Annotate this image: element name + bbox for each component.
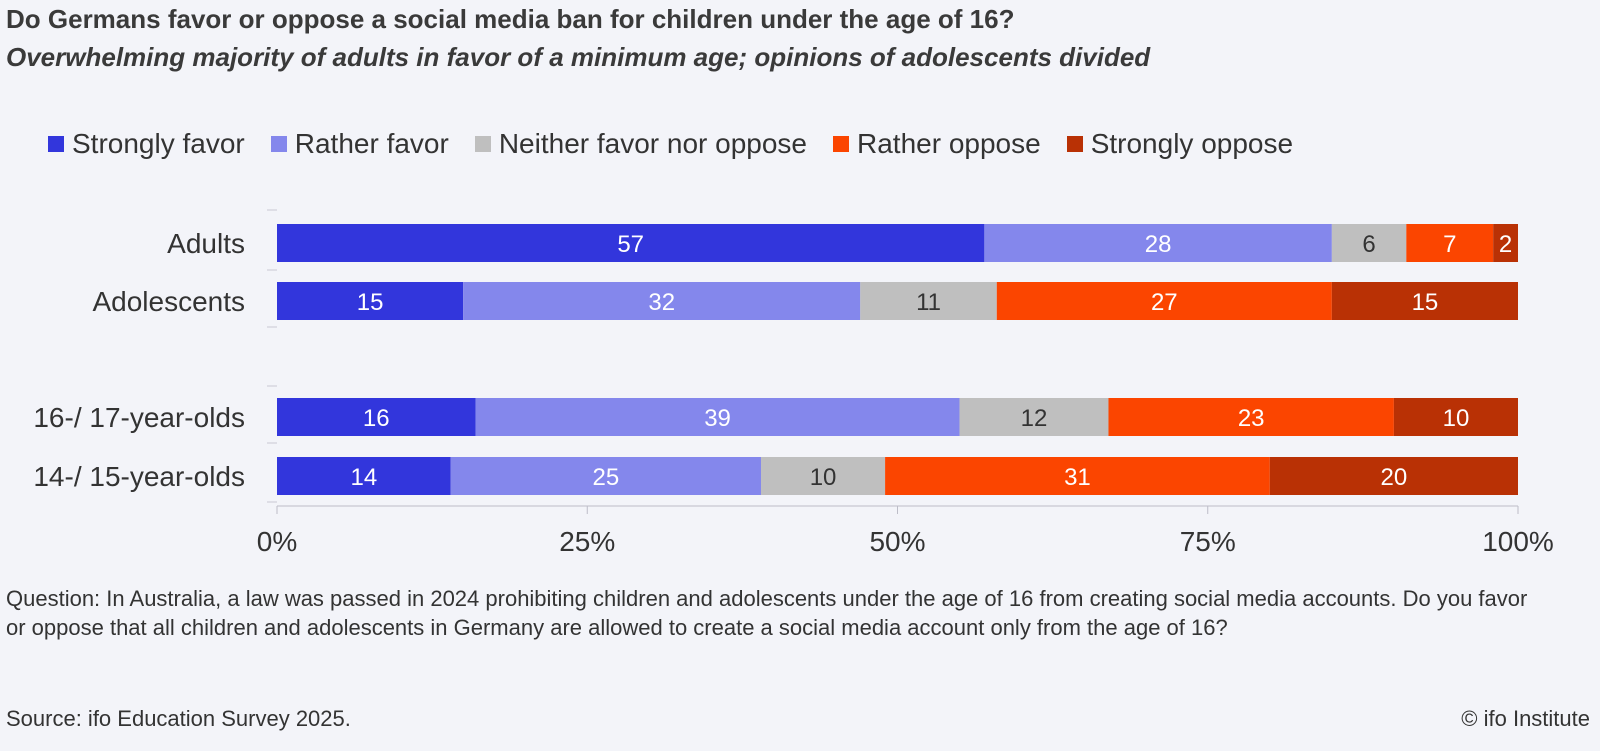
legend-item: Neither favor nor oppose xyxy=(474,128,808,160)
legend-swatch xyxy=(48,136,64,152)
bar-segment xyxy=(277,398,476,436)
legend-swatch xyxy=(1066,136,1083,152)
data-label: 15 xyxy=(357,289,384,316)
data-label: 15 xyxy=(1412,289,1439,316)
bar-segment xyxy=(1331,224,1407,262)
bar-segment xyxy=(1108,398,1394,436)
data-label: 57 xyxy=(617,231,644,258)
data-label: 10 xyxy=(1443,405,1470,432)
bar-segment xyxy=(1406,224,1494,262)
data-label: 31 xyxy=(1064,464,1091,491)
legend-swatch xyxy=(270,136,287,152)
stacked-bar-chart: Adults 57 28 6 7 2 Adolescents 15 32 11 27 15 16-/ 1… xyxy=(33,209,1554,557)
data-label: 23 xyxy=(1238,405,1265,432)
x-tick-label: 75% xyxy=(1180,526,1236,557)
x-tick-label: 50% xyxy=(869,526,925,557)
legend-item: Strongly oppose xyxy=(1066,128,1294,160)
category-label: Adults xyxy=(167,228,245,259)
data-label: 2 xyxy=(1499,231,1512,258)
bar-segment xyxy=(996,282,1332,320)
survey-question-footnote: Question: In Australia, a law was passed… xyxy=(6,586,1528,640)
bar-segment xyxy=(450,457,761,495)
bar-segment xyxy=(860,282,997,320)
legend-label: Strongly favor xyxy=(72,128,245,159)
legend-label: Strongly oppose xyxy=(1090,128,1294,159)
bar-segment xyxy=(984,224,1332,262)
bar-segment xyxy=(760,457,886,495)
legend-item: Rather favor xyxy=(270,128,449,160)
x-tick-label: 0% xyxy=(257,526,297,557)
bar-segment xyxy=(1269,457,1518,495)
data-label: 20 xyxy=(1381,464,1408,491)
data-label: 32 xyxy=(648,289,675,316)
legend-swatch xyxy=(474,136,491,152)
copyright-credit: © ifo Institute xyxy=(1461,706,1590,731)
legend-item: Rather oppose xyxy=(833,128,1041,160)
data-label: 10 xyxy=(810,464,837,491)
data-label: 7 xyxy=(1443,231,1456,258)
bar-segment xyxy=(277,282,464,320)
legend-label: Neither favor nor oppose xyxy=(498,128,808,159)
bar-segment xyxy=(463,282,861,320)
bar-segment xyxy=(277,224,985,262)
data-label: 28 xyxy=(1145,231,1172,258)
data-label: 6 xyxy=(1362,231,1375,258)
data-label: 27 xyxy=(1151,289,1178,316)
legend-label: Rather favor xyxy=(294,128,449,159)
category-label: Adolescents xyxy=(92,286,245,317)
category-label: 14-/ 15-year-olds xyxy=(33,461,245,492)
data-label: 39 xyxy=(704,405,731,432)
data-label: 11 xyxy=(916,289,941,316)
data-label: 12 xyxy=(1021,405,1048,432)
category-label: 16-/ 17-year-olds xyxy=(33,402,245,433)
chart-subtitle: Overwhelming majority of adults in favor… xyxy=(6,42,1151,72)
legend-swatch xyxy=(833,136,850,152)
chart-legend: Strongly favor Rather favor Neither favor … xyxy=(48,128,1319,160)
data-label: 25 xyxy=(593,464,620,491)
chart-title: Do Germans favor or oppose a social medi… xyxy=(6,4,1015,34)
bar-segment xyxy=(475,398,960,436)
source-note: Source: ifo Education Survey 2025. xyxy=(6,706,351,731)
data-label: 14 xyxy=(351,464,378,491)
x-tick-label: 100% xyxy=(1482,526,1554,557)
bar-segment xyxy=(1331,282,1518,320)
legend-label: Rather oppose xyxy=(857,128,1041,159)
bar-segment xyxy=(959,398,1109,436)
bar-segment xyxy=(1393,398,1518,436)
bar-segment xyxy=(1493,224,1518,262)
legend-item: Strongly favor xyxy=(48,128,245,160)
bar-segment xyxy=(885,457,1270,495)
x-tick-label: 25% xyxy=(559,526,615,557)
bar-segment xyxy=(277,457,451,495)
data-label: 16 xyxy=(363,405,390,432)
